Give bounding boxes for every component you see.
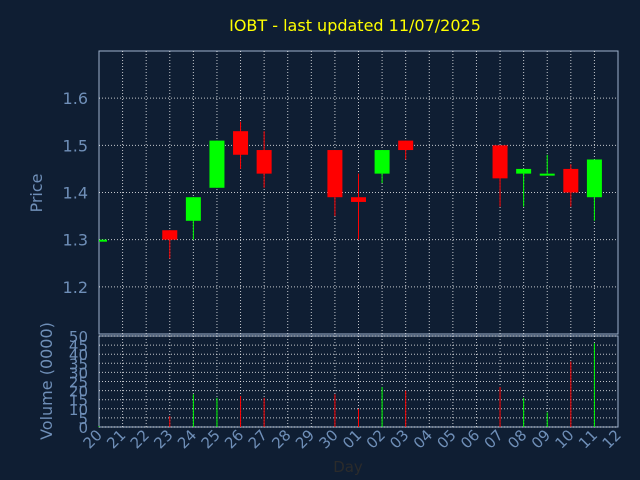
volume-tick-label: 40 [69,346,88,364]
x-tick-label: 03 [386,426,412,452]
candle-body [586,159,602,198]
volume-tick-label: 30 [69,364,88,382]
volume-tick-label: 0 [78,419,88,437]
volume-tick-label: 50 [69,328,88,346]
price-tick-label: 1.3 [63,231,88,250]
candle-body [209,140,225,188]
x-tick-label: 10 [551,426,577,452]
x-tick-label: 11 [575,426,601,452]
price-axis-label: Price [27,173,46,212]
x-tick-label: 21 [103,426,129,452]
x-tick-label: 04 [410,426,436,452]
volume-tick-label: 35 [69,355,88,373]
price-tick-label: 1.6 [63,89,88,108]
price-tick-label: 1.4 [63,184,88,203]
volume-tick-label: 20 [69,383,88,401]
candle-body [492,145,508,179]
candle-body [99,239,107,242]
chart-title: IOBT - last updated 11/07/2025 [229,16,481,35]
candle-body [351,197,366,202]
x-tick-label: 01 [339,426,365,452]
x-tick-label: 07 [481,426,507,452]
candle-body [563,168,579,193]
candle-body [185,197,201,221]
x-axis-label: Day [333,458,363,476]
x-tick-label: 02 [363,426,389,452]
x-tick-label: 30 [316,426,342,452]
x-tick-label: 26 [221,426,247,452]
candle-body [398,140,414,151]
x-tick-label: 24 [174,426,200,452]
x-tick-label: 05 [433,426,459,452]
x-tick-label: 12 [599,426,625,452]
x-tick-label: 25 [198,426,224,452]
volume-tick-label: 10 [69,401,88,419]
volume-tick-label: 15 [69,392,88,410]
price-tick-label: 1.2 [63,278,88,297]
candle-body [327,150,343,198]
candle-body [374,150,390,174]
volume-tick-label: 5 [78,410,88,428]
candle-body [233,131,249,155]
candle-body [516,168,532,174]
candle-body [162,230,178,240]
x-tick-label: 09 [528,426,554,452]
volume-axis-label: Volume (0000) [37,322,56,440]
x-tick-label: 08 [504,426,530,452]
volume-tick-label: 25 [69,374,88,392]
x-tick-label: 27 [245,426,271,452]
x-tick-label: 22 [127,426,153,452]
candle-body [256,150,272,174]
x-tick-label: 29 [292,426,318,452]
x-tick-label: 23 [150,426,176,452]
candle-body [539,173,555,176]
volume-tick-label: 45 [69,337,88,355]
price-tick-label: 1.5 [63,136,88,155]
x-tick-label: 06 [457,426,483,452]
x-tick-label: 28 [268,426,294,452]
